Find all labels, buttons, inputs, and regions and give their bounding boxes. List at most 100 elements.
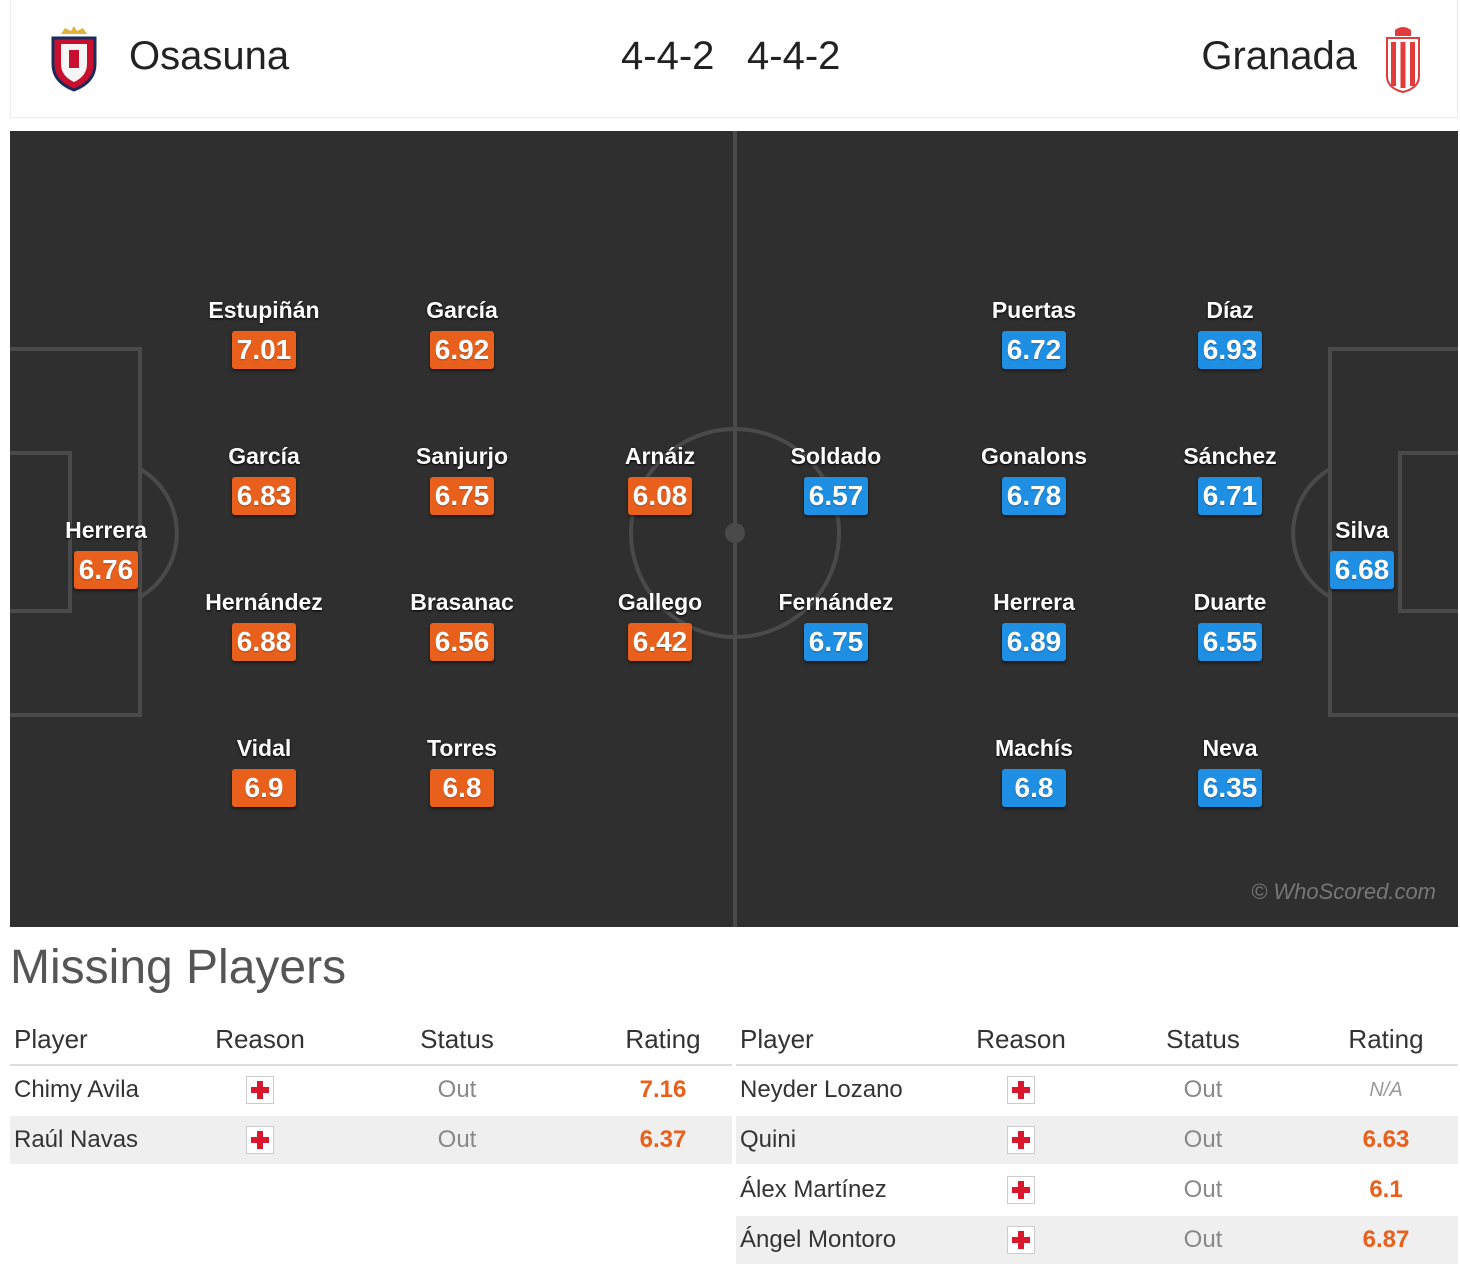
home-player[interactable]: García 6.83 (194, 443, 334, 515)
column-header-player[interactable]: Player (736, 1014, 950, 1066)
rating: 6.87 (1314, 1215, 1458, 1266)
home-player[interactable]: García 6.92 (392, 297, 532, 369)
player-name: Fernández (778, 589, 894, 615)
away-player[interactable]: Machís 6.8 (964, 735, 1104, 807)
osasuna-crest-icon[interactable] (47, 24, 101, 92)
player-rating: 6.8 (430, 769, 494, 807)
table-row: Quini Out 6.63 (736, 1115, 1458, 1166)
player-rating: 6.88 (232, 623, 296, 661)
player-rating: 6.42 (628, 623, 692, 661)
player-name[interactable]: Chimy Avila (10, 1065, 200, 1116)
player-name: Puertas (991, 297, 1077, 323)
table-row: Neyder Lozano Out N/A (736, 1065, 1458, 1116)
player-name[interactable]: Quini (736, 1115, 950, 1166)
away-player[interactable]: Neva 6.35 (1160, 735, 1300, 807)
player-rating: 6.56 (430, 623, 494, 661)
player-name: Vidal (236, 735, 292, 761)
player-rating: 6.68 (1330, 551, 1394, 589)
player-rating: 6.55 (1198, 623, 1262, 661)
column-header-reason[interactable]: Reason (950, 1014, 1092, 1066)
home-missing-table: Player Reason Status Rating Chimy Avila … (10, 1014, 732, 1166)
status: Out (320, 1065, 594, 1116)
column-header-status[interactable]: Status (1092, 1014, 1314, 1066)
column-header-reason[interactable]: Reason (200, 1014, 320, 1066)
player-name[interactable]: Neyder Lozano (736, 1065, 950, 1116)
rating: 6.63 (1314, 1115, 1458, 1166)
player-name[interactable]: Raúl Navas (10, 1115, 200, 1166)
player-name: Neva (1202, 735, 1258, 761)
player-name: García (426, 297, 498, 323)
player-rating: 6.78 (1002, 477, 1066, 515)
column-header-status[interactable]: Status (320, 1014, 594, 1066)
missing-players-title: Missing Players (10, 941, 347, 994)
player-name: Gallego (617, 589, 703, 615)
player-rating: 6.93 (1198, 331, 1262, 369)
home-player[interactable]: Torres 6.8 (392, 735, 532, 807)
player-rating: 7.01 (232, 331, 296, 369)
column-header-rating[interactable]: Rating (1314, 1014, 1458, 1066)
player-rating: 6.08 (628, 477, 692, 515)
away-player[interactable]: Herrera 6.89 (964, 589, 1104, 661)
injury-icon (1007, 1176, 1035, 1205)
player-name[interactable]: Ángel Montoro (736, 1215, 950, 1266)
player-name: Brasanac (410, 589, 514, 615)
home-player[interactable]: Sanjurjo 6.75 (392, 443, 532, 515)
player-rating: 6.89 (1002, 623, 1066, 661)
player-name: Díaz (1206, 297, 1254, 323)
granada-crest-icon[interactable] (1381, 24, 1425, 94)
away-missing-table: Player Reason Status Rating Neyder Lozan… (736, 1014, 1458, 1266)
away-player[interactable]: Sánchez 6.71 (1160, 443, 1300, 515)
home-team-name[interactable]: Osasuna (129, 34, 290, 78)
player-rating: 6.76 (74, 551, 138, 589)
rating: N/A (1314, 1065, 1458, 1116)
column-header-rating[interactable]: Rating (594, 1014, 732, 1066)
player-name: Torres (427, 735, 497, 761)
player-name: García (228, 443, 300, 469)
away-player[interactable]: Fernández 6.75 (766, 589, 906, 661)
pitch: Herrera 6.76 Estupiñán 7.01 García 6.83 … (10, 131, 1458, 927)
status: Out (1092, 1165, 1314, 1216)
player-rating: 6.75 (430, 477, 494, 515)
home-formation: 4-4-2 (621, 34, 715, 78)
home-player[interactable]: Vidal 6.9 (194, 735, 334, 807)
player-rating: 6.71 (1198, 477, 1262, 515)
home-player[interactable]: Gallego 6.42 (590, 589, 730, 661)
injury-icon (1007, 1226, 1035, 1255)
player-name: Herrera (993, 589, 1075, 615)
player-name: Sánchez (1183, 443, 1277, 469)
home-player[interactable]: Hernández 6.88 (194, 589, 334, 661)
away-player[interactable]: Díaz 6.93 (1160, 297, 1300, 369)
player-rating: 6.72 (1002, 331, 1066, 369)
player-name: Duarte (1193, 589, 1267, 615)
away-player[interactable]: Puertas 6.72 (964, 297, 1104, 369)
column-header-player[interactable]: Player (10, 1014, 200, 1066)
player-name[interactable]: Álex Martínez (736, 1165, 950, 1216)
pitch-markings (10, 131, 1458, 927)
home-player[interactable]: Estupiñán 7.01 (194, 297, 334, 369)
away-formation: 4-4-2 (747, 34, 841, 78)
away-player[interactable]: Duarte 6.55 (1160, 589, 1300, 661)
status: Out (320, 1115, 594, 1166)
away-player[interactable]: Silva 6.68 (1292, 517, 1432, 589)
home-player[interactable]: Brasanac 6.56 (392, 589, 532, 661)
player-name: Arnáiz (624, 443, 696, 469)
away-player[interactable]: Gonalons 6.78 (964, 443, 1104, 515)
table-row: Chimy Avila Out 7.16 (10, 1065, 732, 1116)
match-header: Osasuna 4-4-2 4-4-2 Granada (10, 0, 1458, 118)
rating: 6.37 (594, 1115, 732, 1166)
injury-icon (1007, 1076, 1035, 1105)
injury-icon (1007, 1126, 1035, 1155)
status: Out (1092, 1115, 1314, 1166)
away-team-name[interactable]: Granada (1201, 34, 1357, 78)
home-player[interactable]: Herrera 6.76 (36, 517, 176, 589)
player-rating: 6.9 (232, 769, 296, 807)
player-name: Machís (995, 735, 1073, 761)
away-player[interactable]: Soldado 6.57 (766, 443, 906, 515)
player-name: Herrera (65, 517, 147, 543)
injury-icon (246, 1126, 274, 1155)
player-rating: 6.92 (430, 331, 494, 369)
home-player[interactable]: Arnáiz 6.08 (590, 443, 730, 515)
watermark: © WhoScored.com (1251, 879, 1436, 904)
player-name: Soldado (790, 443, 882, 469)
table-row: Álex Martínez Out 6.1 (736, 1165, 1458, 1216)
